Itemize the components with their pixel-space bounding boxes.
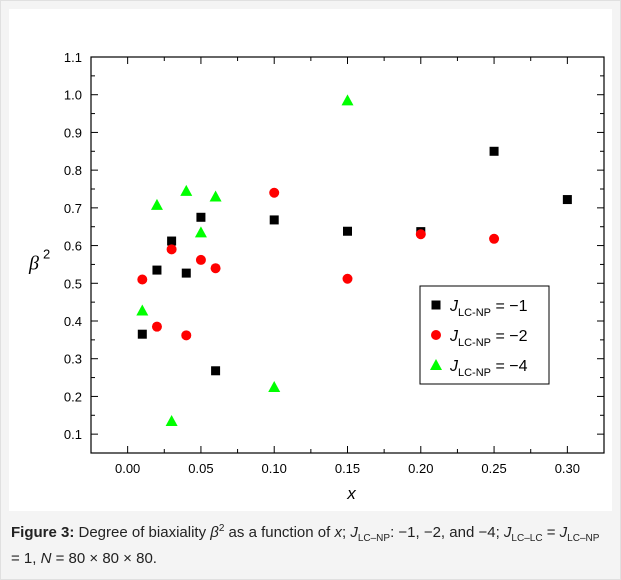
data-point-square xyxy=(152,265,162,275)
data-point-circle xyxy=(137,274,148,285)
plot-frame xyxy=(90,56,605,454)
legend-entry: JLC-NP = −2 xyxy=(449,328,528,349)
caption-x: x xyxy=(334,524,342,541)
legend-value: = −1 xyxy=(491,298,528,315)
caption-text: Degree of biaxiality xyxy=(74,524,211,541)
data-point-circle xyxy=(195,254,206,265)
x-tick-label: 0.15 xyxy=(335,461,360,476)
caption-text: = xyxy=(542,524,560,541)
legend-entry: JLC-NP = −1 xyxy=(449,298,528,319)
legend-marker-triangle xyxy=(430,359,442,370)
y-tick-label: 0.4 xyxy=(64,314,82,329)
plot-panel: 0.00 0.05 0.10 0.15 0.20 0.25 0.30 0.1 0.2 0.3 0.4… xyxy=(9,9,612,511)
y-axis-label-exponent: 2 xyxy=(43,246,50,261)
legend-subscript: LC-NP xyxy=(458,307,491,319)
x-tick-label: 0.00 xyxy=(115,461,140,476)
y-tick-label: 1.1 xyxy=(64,50,82,65)
scatter-chart: 0.00 0.05 0.10 0.15 0.20 0.25 0.30 0.1 0.2 0.3 0.4… xyxy=(28,50,605,503)
data-point-circle xyxy=(342,273,353,284)
x-tick-label: 0.25 xyxy=(481,461,506,476)
data-point-square xyxy=(562,195,572,205)
figure-caption: Figure 3: Degree of biaxiality β2 as a f… xyxy=(11,519,611,569)
caption-j-subscript: LC–LC xyxy=(511,533,543,544)
data-point-triangle xyxy=(136,304,149,316)
data-point-circle xyxy=(181,330,192,341)
x-tick-label: 0.10 xyxy=(262,461,287,476)
legend-subscript: LC-NP xyxy=(458,367,491,379)
legend-box xyxy=(419,285,550,385)
x-tick-label: 0.05 xyxy=(188,461,213,476)
y-tick-label: 0.9 xyxy=(64,125,82,140)
y-tick-label: 0.1 xyxy=(64,427,82,442)
x-tick-label: 0.30 xyxy=(555,461,580,476)
x-tick-label: 0.20 xyxy=(408,461,433,476)
legend-j: J xyxy=(449,298,459,315)
x-axis-label: x xyxy=(346,484,356,503)
data-point-triangle xyxy=(268,381,281,392)
legend-subscript: LC-NP xyxy=(458,337,491,349)
caption-beta: β xyxy=(210,524,219,541)
y-tick-label: 0.7 xyxy=(64,201,82,216)
caption-j: J xyxy=(559,524,568,541)
data-point-square xyxy=(269,215,279,225)
data-point-triangle xyxy=(165,414,178,426)
data-point-circle xyxy=(151,321,162,332)
y-tick-label: 0.6 xyxy=(64,239,82,254)
y-tick-label: 0.2 xyxy=(64,389,82,404)
y-tick-label: 0.5 xyxy=(64,276,82,291)
data-point-triangle xyxy=(150,198,163,210)
data-point-circle xyxy=(166,244,177,255)
data-point-square xyxy=(489,146,499,156)
data-point-square xyxy=(196,212,206,222)
legend-value: = −4 xyxy=(491,358,528,375)
caption-j: J xyxy=(503,524,512,541)
caption-label: Figure 3: xyxy=(11,524,75,541)
caption-text: = 1, xyxy=(11,550,41,567)
caption-j-subscript: LC–NP xyxy=(357,533,391,544)
data-point-square xyxy=(137,329,147,339)
data-point-square xyxy=(211,366,221,376)
data-point-square xyxy=(167,236,177,246)
caption-text: ; xyxy=(341,524,351,541)
data-point-circle xyxy=(415,229,426,240)
caption-j-subscript: LC–NP xyxy=(567,533,600,544)
data-point-circle xyxy=(269,187,280,198)
caption-text: = 80 × 80 × 80. xyxy=(51,550,157,567)
data-point-triangle xyxy=(194,226,207,238)
y-axis-label: β xyxy=(28,252,39,274)
data-point-square xyxy=(343,226,352,236)
data-point-square xyxy=(181,268,191,278)
legend-j: J xyxy=(449,328,459,345)
caption-text: : −1, −2, and −4; xyxy=(390,524,504,541)
y-tick-label: 1.0 xyxy=(64,88,82,103)
caption-text: as a function of xyxy=(224,524,335,541)
legend-marker-square xyxy=(431,300,441,310)
y-tick-label: 0.3 xyxy=(64,352,82,367)
data-point-triangle xyxy=(341,94,354,106)
data-point-triangle xyxy=(180,184,193,196)
legend-marker-circle xyxy=(431,330,441,340)
caption-j: J xyxy=(350,524,358,541)
legend-j: J xyxy=(449,358,459,375)
y-tick-label: 0.8 xyxy=(64,163,82,178)
caption-n: N xyxy=(40,550,52,567)
data-point-circle xyxy=(210,263,221,274)
legend-value: = −2 xyxy=(491,328,528,345)
data-point-triangle xyxy=(209,190,222,202)
legend-entry: JLC-NP = −4 xyxy=(449,358,528,379)
data-point-circle xyxy=(489,233,500,244)
caption-beta-exponent: 2 xyxy=(218,523,225,534)
